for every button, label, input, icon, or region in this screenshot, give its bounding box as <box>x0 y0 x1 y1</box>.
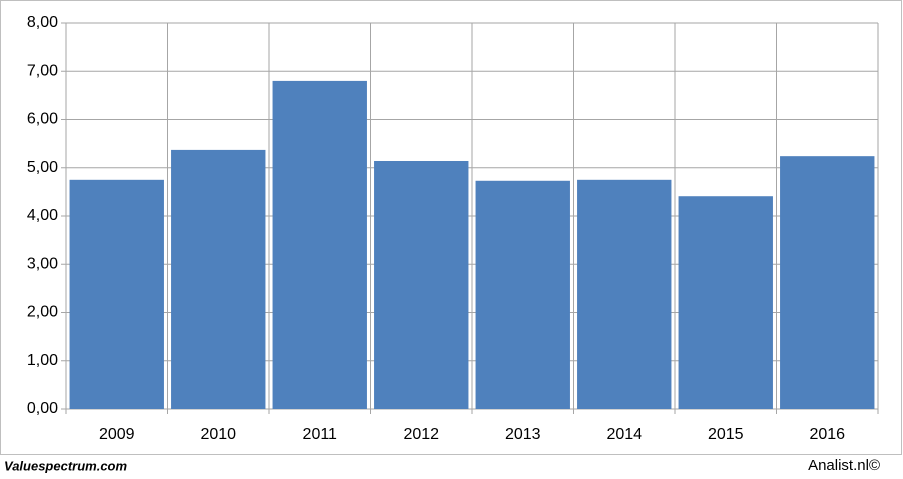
y-tick-label: 5,00 <box>27 159 58 176</box>
x-tick-label: 2011 <box>303 426 338 443</box>
x-tick-label: 2009 <box>99 426 135 443</box>
y-tick-label: 3,00 <box>27 255 58 272</box>
y-tick-label: 7,00 <box>27 62 58 79</box>
bar <box>780 156 875 409</box>
y-tick-label: 0,00 <box>27 400 58 417</box>
x-tick-label: 2010 <box>200 426 236 443</box>
x-tick-label: 2014 <box>606 426 642 443</box>
bar <box>374 160 469 409</box>
bar <box>475 180 570 409</box>
bar <box>272 80 367 410</box>
x-tick-label: 2013 <box>505 426 541 443</box>
x-tick-label: 2016 <box>809 426 845 443</box>
y-tick-label: 8,00 <box>27 14 58 31</box>
x-tick-label: 2012 <box>403 426 439 443</box>
footer-left: Valuespectrum.com <box>4 458 128 473</box>
bar <box>577 179 672 409</box>
bar <box>678 196 773 409</box>
x-tick-label: 2015 <box>708 426 744 443</box>
bar <box>171 149 266 409</box>
y-tick-label: 1,00 <box>27 352 58 369</box>
y-tick-label: 4,00 <box>27 207 58 224</box>
y-tick-label: 2,00 <box>27 304 58 321</box>
bar <box>69 179 164 409</box>
footer-right: Analist.nl© <box>808 457 880 474</box>
y-tick-label: 6,00 <box>27 111 58 128</box>
